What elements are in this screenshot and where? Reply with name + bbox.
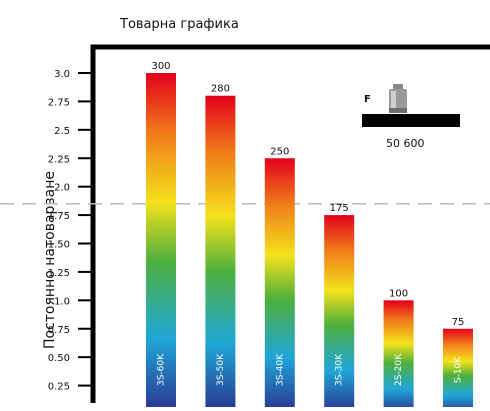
bar-category-label: 3S-60K [157, 353, 167, 386]
y-tick-label: 2.5 [54, 126, 70, 137]
bar-data-label: 175 [330, 203, 349, 214]
plot-frame [90, 44, 490, 403]
y-tick-label: 2.0 [54, 183, 70, 194]
bar-data-label: 300 [151, 61, 170, 72]
y-tick-label: 0.50 [48, 353, 70, 364]
y-tick-label: 2.75 [48, 97, 70, 108]
bar [264, 158, 295, 411]
bar-category-label: 3S-30K [335, 353, 345, 386]
y-tick-label: 1.0 [54, 296, 70, 307]
y-tick-label: 0.25 [48, 382, 70, 393]
weight-icon [389, 84, 407, 113]
bar-data-label: 250 [270, 146, 289, 157]
y-tick-label: 3.0 [54, 69, 70, 80]
bar-data-label: 75 [452, 317, 465, 328]
bar [146, 73, 176, 411]
legend-bar [362, 114, 460, 127]
bar-data-label: 280 [211, 84, 230, 95]
y-tick-label: 1.25 [48, 268, 70, 279]
bar-data-label: 100 [389, 288, 408, 299]
y-tick-label: 1.50 [48, 240, 70, 251]
chart-title: Товарна графика [119, 17, 239, 32]
bars: 300 3S-60K 280 3S-50K 250 3S-40K 175 3S-30K 100 2… [146, 61, 473, 411]
y-tick-label: 2.25 [48, 154, 70, 165]
y-axis-label: Постоянно натоварване [42, 171, 58, 349]
bar-category-label: 2S-20K [394, 353, 404, 386]
bar-category-label: 3S-50K [216, 353, 226, 386]
bar [324, 215, 355, 411]
y-tick-label: 1.75 [48, 211, 70, 222]
legend-text: 50 600 [386, 137, 425, 150]
legend-symbol: F [364, 94, 371, 105]
bar-category-label: S-10K [454, 356, 464, 383]
y-tick-label: 0.75 [48, 325, 70, 336]
y-axis: 00.250.500.751.01.251.501.752.02.252.52.… [48, 69, 93, 411]
bar [443, 328, 473, 411]
bar [383, 300, 414, 411]
legend: F 50 600 [362, 84, 460, 150]
bar-category-label: 3S-40K [275, 353, 285, 386]
bar [205, 95, 236, 411]
